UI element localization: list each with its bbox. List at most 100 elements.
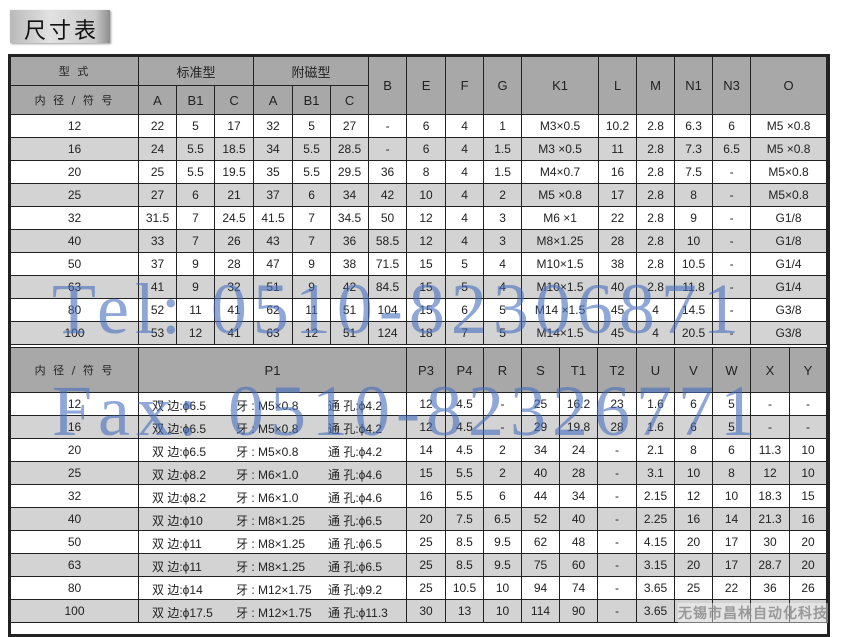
table-cell: 2.8 bbox=[636, 114, 676, 138]
table-cell: 1.6 bbox=[636, 415, 675, 439]
table-cell: 5.5 bbox=[445, 461, 484, 485]
bore-cell: 80 bbox=[10, 576, 139, 600]
table-cell: - bbox=[712, 321, 752, 345]
table-cell: 15 bbox=[406, 298, 447, 322]
table-cell: 36 bbox=[330, 229, 370, 253]
table-cell: 21 bbox=[213, 183, 255, 207]
table-cell: 41 bbox=[213, 321, 255, 345]
table-cell: 6 bbox=[406, 114, 447, 138]
bore-cell: 25 bbox=[10, 461, 139, 485]
table-cell: - bbox=[712, 183, 752, 207]
table-cell: 14 bbox=[712, 507, 751, 531]
table-cell: 6 bbox=[406, 137, 447, 161]
through-hole-spec: 通 孔:ϕ4.2 bbox=[328, 422, 383, 436]
column-header-o: O bbox=[750, 56, 828, 115]
table-row: 50 37 9 28 47 9 38 71.5 15 5 4 M10×1.5 38 2.8 10.5- G1/… bbox=[10, 252, 828, 276]
column-header-b: B bbox=[368, 56, 408, 115]
table-cell: 25 bbox=[138, 160, 177, 184]
table-cell: 3.1 bbox=[636, 461, 675, 485]
table-cell: 7 bbox=[176, 206, 215, 230]
table-cell: 10.5 bbox=[674, 252, 714, 276]
column-header-p4: P4 bbox=[445, 347, 484, 393]
through-hole-spec: 通 孔:ϕ6.5 bbox=[328, 560, 383, 574]
table-cell: 100 bbox=[10, 321, 139, 345]
table-cell: 4 bbox=[445, 183, 485, 207]
column-header-s: S bbox=[521, 347, 560, 393]
column-header-e: E bbox=[406, 56, 447, 115]
table-cell: 9 bbox=[674, 206, 714, 230]
column-header-p1: P1 bbox=[138, 347, 407, 393]
table-cell: 25 bbox=[406, 576, 446, 600]
table-cell: 62 bbox=[521, 530, 560, 554]
table-cell: 5 bbox=[712, 415, 751, 439]
table-cell: 41.5 bbox=[253, 206, 294, 230]
table-cell: 63 bbox=[10, 275, 139, 299]
table-cell: 5 bbox=[445, 275, 485, 299]
table-cell: 4 bbox=[483, 252, 523, 276]
table-cell: 20 bbox=[10, 160, 139, 184]
table-cell: 10 bbox=[674, 461, 713, 485]
table-cell: 16.2 bbox=[559, 392, 598, 416]
column-header-u: U bbox=[636, 347, 675, 393]
table-cell: 27 bbox=[138, 183, 177, 207]
table-cell: 84.5 bbox=[368, 275, 408, 299]
table-cell: 51 bbox=[330, 321, 370, 345]
table-cell: 34 bbox=[253, 137, 294, 161]
table-cell: 45 bbox=[598, 298, 638, 322]
table-cell: 2.8 bbox=[636, 229, 676, 253]
table-cell: 42 bbox=[330, 275, 370, 299]
table-cell: M8×1.25 bbox=[521, 229, 600, 253]
table-cell: - bbox=[368, 137, 408, 161]
table-cell: 74 bbox=[559, 576, 598, 600]
table-cell: - bbox=[712, 298, 752, 322]
table-cell: 11 bbox=[176, 298, 215, 322]
column-header-g: G bbox=[483, 56, 523, 115]
table-cell: 4.15 bbox=[636, 530, 675, 554]
table-row: 16 双 边:ϕ6.5 牙 : M5×0.8 通 孔:ϕ4.2 12 4.5-29 19.8… bbox=[10, 415, 827, 439]
magnetic-type-header: 附磁型 bbox=[253, 56, 370, 86]
table-cell: 50 bbox=[10, 252, 139, 276]
table-cell: M3 ×0.5 bbox=[521, 137, 600, 161]
table-cell: 12 bbox=[406, 206, 447, 230]
table-cell: 5 bbox=[483, 298, 523, 322]
bore-cell: 100 bbox=[10, 599, 139, 623]
table-cell: 28.7 bbox=[750, 553, 790, 577]
through-hole-spec: 通 孔:ϕ6.5 bbox=[328, 537, 383, 551]
table-cell: - bbox=[597, 484, 637, 508]
table-cell: 4 bbox=[636, 321, 676, 345]
table-cell: 18 bbox=[406, 321, 447, 345]
table-cell: M6 ×1 bbox=[521, 206, 600, 230]
table-cell: 2.15 bbox=[636, 484, 675, 508]
table-cell: 50 bbox=[368, 206, 408, 230]
p1-cell: 双 边:ϕ14 牙 : M12×1.75 通 孔:ϕ9.2 bbox=[138, 576, 407, 600]
table-cell: 8 bbox=[674, 438, 713, 462]
table-cell: 4.5 bbox=[445, 392, 484, 416]
table-row: 63 双 边:ϕ11 牙 : M8×1.25 通 孔:ϕ6.5 25 8.5 9.5 75 60… bbox=[10, 553, 827, 577]
thread-spec: 牙 : M8×1.25 bbox=[236, 514, 306, 528]
table-cell: - bbox=[712, 252, 752, 276]
column-header-y: Y bbox=[789, 347, 827, 393]
table-cell: 10 bbox=[483, 576, 522, 600]
column-header-c: C bbox=[330, 85, 370, 115]
table-cell: 11 bbox=[292, 298, 332, 322]
table-cell: 26 bbox=[213, 229, 255, 253]
table-cell: 14 bbox=[406, 438, 446, 462]
double-side-spec: 双 边:ϕ6.5 bbox=[152, 422, 207, 436]
table-cell: - bbox=[712, 160, 752, 184]
table-cell: 7 bbox=[176, 229, 215, 253]
table-cell: M10×1.5 bbox=[521, 252, 600, 276]
table-cell: 53 bbox=[138, 321, 177, 345]
table-cell: 20 bbox=[674, 553, 713, 577]
table-cell: 3.65 bbox=[636, 599, 675, 623]
table-cell: 58.5 bbox=[368, 229, 408, 253]
column-header-n3: N3 bbox=[712, 56, 752, 115]
table-row: 25 27 6 21 37 6 34 42 10 4 2 M5 ×0.8 17 2.8 8- M5×0.8 bbox=[10, 183, 828, 207]
table-cell: 10.5 bbox=[445, 576, 484, 600]
table-cell: 2.8 bbox=[636, 206, 676, 230]
table-cell: 38 bbox=[330, 252, 370, 276]
table-cell: 1.5 bbox=[483, 160, 523, 184]
table-cell: - bbox=[597, 438, 637, 462]
table-cell: 8 bbox=[674, 183, 714, 207]
table-cell: 4 bbox=[445, 160, 485, 184]
table-cell: 5.5 bbox=[292, 137, 332, 161]
